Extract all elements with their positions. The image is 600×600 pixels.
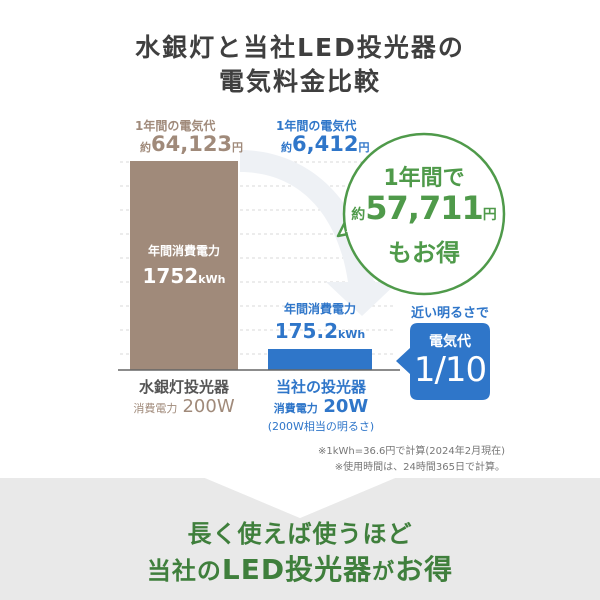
bar-mercury-label: 年間消費電力 [148, 243, 220, 258]
footer-line2-pre: 当社の [146, 557, 222, 585]
page-title-line2: 電気料金比較 [218, 67, 381, 96]
footer-line2-end: お得 [395, 553, 454, 586]
ratio-value: 1/10 [413, 350, 487, 390]
led-power-label: 消費電力 [273, 402, 318, 415]
footer-line2-strong: LED投光器 [221, 553, 373, 586]
savings-prefix: 約 [351, 207, 366, 223]
led-cost-value: 6,412 [292, 132, 359, 156]
bar-mercury-value: 1752kWh [143, 264, 226, 288]
footer-background [0, 478, 600, 600]
savings-amount-value: 57,711 [365, 189, 483, 227]
footer-notch [205, 478, 395, 518]
mercury-power: 消費電力 200W [118, 396, 250, 417]
mercury-power-label: 消費電力 [133, 402, 178, 415]
led-name: 当社の投光器 [275, 378, 366, 396]
led-cost: 約6,412円 [281, 132, 369, 156]
bar-led-label: 年間消費電力 [284, 301, 356, 316]
bar-mercury [130, 161, 238, 370]
footer-line2: 当社のLED投光器がお得 [0, 548, 600, 588]
savings-circle [342, 132, 506, 296]
led-power: 消費電力 20W [255, 396, 387, 417]
footer-line1: 長く使えば使うほど [187, 520, 413, 548]
ratio-label: 電気代 [429, 334, 471, 350]
savings-amount: 約57,711円 [344, 189, 504, 227]
ratio-header: 近い明るさで [410, 306, 489, 321]
led-equivalent: (200W相当の明るさ) [267, 420, 375, 433]
mercury-name: 水銀灯投光器 [138, 378, 229, 396]
led-cost-unit: 円 [358, 141, 370, 154]
reduction-arrow [240, 150, 398, 316]
mercury-cost-unit: 円 [232, 141, 244, 154]
mercury-cost: 約64,123円 [140, 132, 243, 156]
footer-banner [0, 478, 600, 600]
savings-line3: もお得 [388, 239, 460, 267]
bar-led-value: 175.2kWh [275, 319, 366, 343]
mercury-cost-prefix: 約 [140, 141, 151, 154]
mercury-cost-value: 64,123 [151, 132, 233, 156]
note-rate: ※1kWh=36.6円で計算(2024年2月現在) [317, 446, 505, 457]
mercury-power-value: 200W [182, 396, 235, 417]
mercury-cost-label: 1年間の電気代 [135, 119, 216, 133]
bar-led [268, 349, 372, 370]
led-cost-prefix: 約 [281, 141, 292, 154]
footer-line2-mid: が [372, 560, 396, 585]
note-hours: ※使用時間は、24時間365日で計算。 [334, 462, 505, 473]
led-power-value: 20W [323, 396, 369, 417]
savings-line1: 1年間で [383, 166, 465, 191]
page-title-line1: 水銀灯と当社LED投光器の [135, 33, 465, 62]
savings-unit: 円 [482, 207, 497, 223]
ratio-badge [396, 323, 490, 400]
led-cost-label: 1年間の電気代 [276, 119, 357, 133]
